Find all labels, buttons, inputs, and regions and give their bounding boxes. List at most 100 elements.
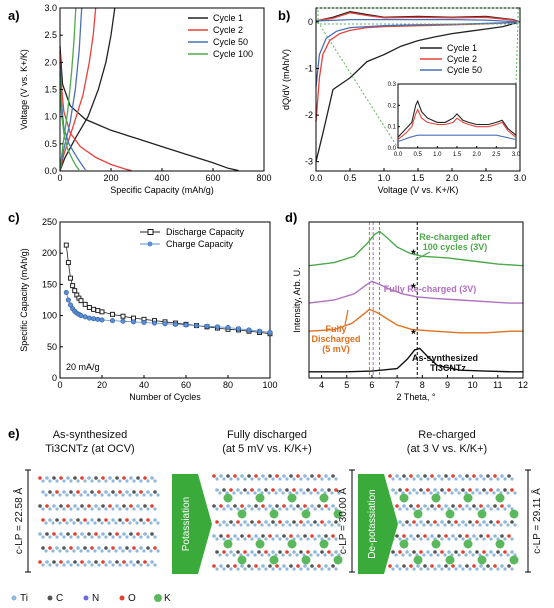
atom-1 (218, 491, 222, 495)
atom-2 (402, 504, 406, 508)
atom-2 (482, 537, 486, 541)
atom-0 (107, 521, 111, 525)
atom-2 (465, 534, 469, 538)
atom-0 (121, 521, 125, 525)
atom-0 (114, 521, 118, 525)
atom-2 (506, 491, 510, 495)
atom-2 (419, 507, 423, 511)
atom-2 (458, 564, 462, 568)
atom-0 (132, 479, 136, 483)
data-point-charge (246, 327, 252, 333)
atom-2 (499, 553, 503, 557)
series-a-0-charge (59, 7, 116, 171)
atom-2 (440, 550, 444, 554)
atom-1 (278, 537, 282, 541)
atom-2 (447, 477, 451, 481)
atom-0 (146, 535, 150, 539)
atom-2 (408, 523, 412, 527)
panel-b-xtick-label: 1.0 (378, 173, 391, 183)
atom-0 (72, 521, 76, 525)
data-point-discharge (65, 260, 71, 266)
atom-2 (391, 550, 395, 554)
atom-2 (468, 507, 472, 511)
atom-0 (115, 532, 119, 536)
legend-e-label-K: K (164, 593, 171, 604)
atom-2 (454, 477, 458, 481)
atom-1 (271, 567, 275, 571)
legend-c-label-1: Charge Capacity (166, 239, 234, 249)
atom-0 (100, 549, 104, 553)
atom-2 (423, 564, 427, 568)
atom-0 (146, 518, 150, 522)
atom-1 (285, 507, 289, 511)
atom-2 (419, 477, 423, 481)
atom-1 (327, 488, 331, 492)
panel-c-xtick-label: 40 (139, 380, 149, 390)
atom-0 (58, 493, 62, 497)
data-point-charge (110, 318, 116, 324)
atom-1 (330, 553, 334, 557)
atom-0 (136, 560, 140, 564)
atom-1 (267, 553, 271, 557)
atom-1 (236, 488, 240, 492)
atom-1 (233, 474, 237, 478)
atom-2 (440, 520, 444, 524)
atom-0 (114, 549, 118, 553)
atom-1 (236, 477, 240, 481)
atom-2 (471, 491, 475, 495)
atom-2 (408, 553, 412, 557)
atom-2 (496, 477, 500, 481)
atom-1 (289, 474, 293, 478)
atom-1 (215, 477, 219, 481)
panel-d-curve-label-3: Fully (325, 324, 346, 334)
atom-1 (281, 491, 285, 495)
atom-1 (222, 507, 226, 511)
data-point-charge (99, 317, 105, 323)
atom-0 (111, 518, 115, 522)
inset-xtick-label: 3.0 (512, 152, 521, 158)
atom-1 (225, 523, 229, 527)
panel-a-xtick-label: 800 (256, 173, 271, 183)
data-point-discharge (86, 304, 92, 310)
atom-1 (215, 537, 219, 541)
atom-1 (295, 523, 299, 527)
data-point-discharge (70, 283, 76, 289)
atom-0 (101, 476, 105, 480)
atom-2 (471, 523, 475, 527)
atom-2 (437, 564, 441, 568)
atom-0 (45, 504, 49, 508)
panel-b-zoom-box (317, 7, 519, 25)
potassium-atom (509, 509, 519, 519)
atom-0 (136, 532, 140, 536)
inset-xtick-label: 2.0 (472, 152, 481, 158)
data-point-charge (183, 322, 189, 328)
atom-1 (219, 474, 223, 478)
atom-2 (433, 520, 437, 524)
atom-0 (44, 493, 48, 497)
atom-0 (79, 521, 83, 525)
panel-c-xtick-label: 0 (57, 380, 62, 390)
legend-a-label-3: Cycle 100 (213, 49, 253, 59)
atom-0 (48, 479, 52, 483)
atom-1 (327, 507, 331, 511)
atom-0 (125, 507, 129, 511)
atom-2 (391, 488, 395, 492)
atom-1 (316, 523, 320, 527)
data-point-charge (152, 320, 158, 326)
atom-2 (489, 488, 493, 492)
atom-1 (278, 488, 282, 492)
atom-2 (409, 504, 413, 508)
atom-1 (274, 491, 278, 495)
panel-c-xtick-label: 60 (181, 380, 191, 390)
atom-0 (135, 521, 139, 525)
atom-0 (83, 507, 87, 511)
atom-2 (500, 504, 504, 508)
potassium-atom (333, 509, 343, 519)
atom-0 (69, 518, 73, 522)
atom-2 (503, 477, 507, 481)
atom-0 (111, 507, 115, 511)
atom-0 (118, 518, 122, 522)
atom-2 (468, 477, 472, 481)
atom-2 (388, 474, 392, 478)
atom-0 (48, 546, 52, 550)
